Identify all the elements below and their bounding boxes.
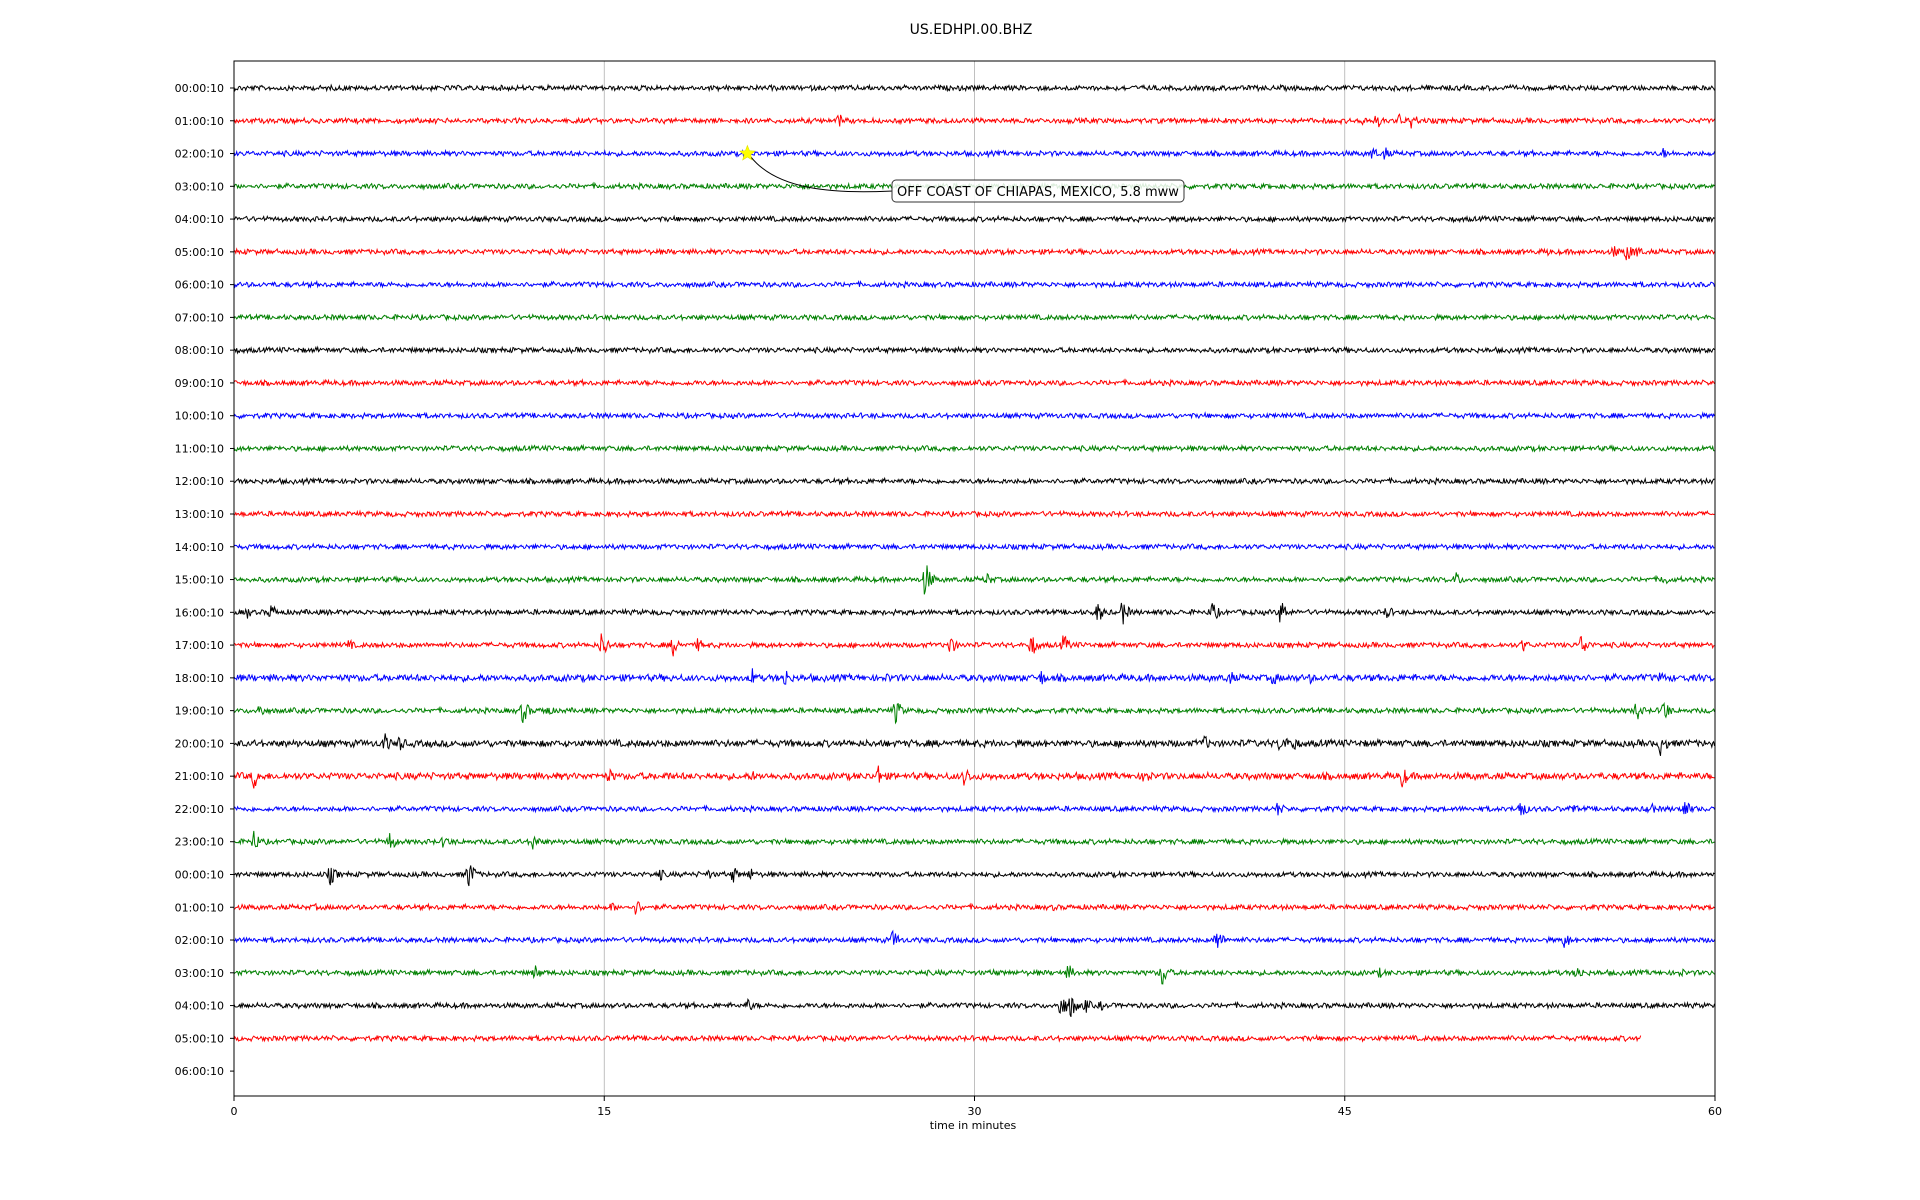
trace-line: [233, 312, 1715, 322]
y-tick-label: 10:00:10: [175, 410, 224, 423]
trace-line: [233, 83, 1715, 93]
annotation-connector: [751, 157, 893, 193]
y-tick-label: 21:00:10: [175, 770, 224, 783]
trace-line: [233, 146, 1715, 160]
y-tick-label: 00:00:10: [175, 868, 224, 881]
y-tick-label: 06:00:10: [175, 1065, 224, 1078]
trace-line: [233, 214, 1715, 224]
y-tick-label: 04:00:10: [175, 213, 224, 226]
x-axis-ticks: 0 15 30 45 60: [231, 1096, 1722, 1118]
trace-line: [233, 411, 1715, 421]
trace-line: [233, 997, 1715, 1017]
y-tick-label: 16:00:10: [175, 606, 224, 619]
trace-line: [233, 345, 1715, 356]
trace-line: [233, 965, 1715, 985]
y-tick-label: 19:00:10: [175, 705, 224, 718]
y-tick-label: 23:00:10: [175, 836, 224, 849]
trace-line: [233, 476, 1715, 487]
x-tick-label: 15: [597, 1105, 611, 1118]
y-tick-label: 03:00:10: [175, 180, 224, 193]
y-tick-label: 02:00:10: [175, 934, 224, 947]
y-tick-label: 06:00:10: [175, 279, 224, 292]
trace-line: [233, 802, 1715, 816]
y-tick-label: 05:00:10: [175, 1032, 224, 1045]
trace-line: [233, 113, 1715, 129]
x-tick-label: 0: [231, 1105, 238, 1118]
y-tick-label: 05:00:10: [175, 246, 224, 259]
y-tick-label: 13:00:10: [175, 508, 224, 521]
y-tick-labels: 00:00:10 01:00:10 02:00:10 03:00:10 04:00:10…: [175, 82, 234, 1078]
y-tick-label: 01:00:10: [175, 115, 224, 128]
y-tick-label: 00:00:10: [175, 82, 224, 95]
annotation-box: [891, 179, 1185, 203]
x-axis-label: time in minutes: [930, 1119, 1017, 1132]
trace-line: [233, 701, 1715, 725]
x-tick-label: 30: [968, 1105, 982, 1118]
trace-lines: [233, 83, 1715, 1043]
trace-line: [233, 830, 1715, 850]
y-tick-label: 04:00:10: [175, 1000, 224, 1013]
y-tick-label: 22:00:10: [175, 803, 224, 816]
y-tick-label: 08:00:10: [175, 344, 224, 357]
y-tick-label: 18:00:10: [175, 672, 224, 685]
trace-line: [233, 633, 1715, 657]
trace-line: [233, 901, 1715, 915]
trace-line: [233, 602, 1715, 625]
annotation-label: OFF COAST OF CHIAPAS, MEXICO, 5.8 mww: [897, 185, 1179, 200]
trace-line: [233, 542, 1715, 552]
y-tick-label: 09:00:10: [175, 377, 224, 390]
chart-title: US.EDHPI.00.BHZ: [910, 22, 1033, 38]
trace-line: [233, 865, 1715, 887]
y-tick-label: 12:00:10: [175, 475, 224, 488]
trace-line: [233, 1033, 1642, 1043]
x-tick-label: 60: [1708, 1105, 1722, 1118]
y-tick-label: 07:00:10: [175, 311, 224, 324]
y-tick-label: 03:00:10: [175, 967, 224, 980]
event-annotation: OFF COAST OF CHIAPAS, MEXICO, 5.8 mww: [739, 144, 1185, 203]
trace-line: [233, 765, 1715, 789]
trace-line: [233, 565, 1715, 595]
trace-line: [233, 246, 1715, 261]
y-tick-label: 17:00:10: [175, 639, 224, 652]
trace-line: [233, 378, 1715, 388]
y-tick-label: 01:00:10: [175, 901, 224, 914]
x-tick-label: 45: [1338, 1105, 1352, 1118]
trace-line: [233, 443, 1715, 453]
trace-line: [233, 279, 1715, 290]
y-tick-label: 20:00:10: [175, 737, 224, 750]
y-tick-label: 15:00:10: [175, 574, 224, 587]
trace-line: [233, 668, 1715, 685]
y-tick-label: 14:00:10: [175, 541, 224, 554]
event-star-marker: [739, 144, 756, 161]
trace-line: [233, 929, 1715, 948]
y-tick-label: 11:00:10: [175, 442, 224, 455]
trace-line: [233, 733, 1715, 757]
trace-line: [233, 509, 1715, 519]
y-tick-label: 02:00:10: [175, 148, 224, 161]
